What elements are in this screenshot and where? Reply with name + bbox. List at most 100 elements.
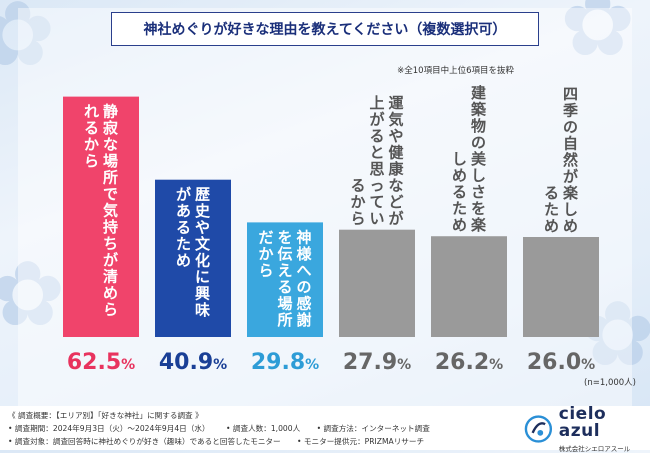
svg-text:ら: ら xyxy=(350,210,365,228)
svg-text:る: る xyxy=(544,184,559,202)
svg-text:思: 思 xyxy=(369,160,384,178)
svg-text:が: が xyxy=(369,111,385,129)
svg-text:が: が xyxy=(388,210,404,228)
svg-text:気: 気 xyxy=(388,111,403,129)
svg-text:し: し xyxy=(452,150,467,168)
svg-text:し: し xyxy=(471,167,486,185)
bar-3 xyxy=(247,222,323,337)
svg-text:康: 康 xyxy=(388,160,404,178)
svg-text:場: 場 xyxy=(103,152,118,170)
survey-overview: 《 調査概要：【エリア別】「好きな神社」に関する調査 》 xyxy=(8,411,203,420)
value-label-3: 29.8% xyxy=(251,350,319,375)
svg-text:静: 静 xyxy=(103,103,118,121)
svg-text:が: が xyxy=(103,251,119,269)
svg-text:い: い xyxy=(369,210,384,228)
svg-text:え: え xyxy=(277,261,292,279)
svg-text:季: 季 xyxy=(563,102,578,120)
svg-text:で: で xyxy=(103,185,118,203)
svg-text:め: め xyxy=(544,217,559,235)
svg-text:た: た xyxy=(452,200,467,218)
svg-text:か: か xyxy=(84,136,99,154)
svg-text:か: か xyxy=(350,193,365,211)
svg-text:神: 神 xyxy=(296,228,311,246)
svg-text:健: 健 xyxy=(388,144,403,162)
company-logo: cielo azul 株式会社シエロアスール xyxy=(524,405,650,453)
maple-leaf-icon: ✿ xyxy=(560,0,636,77)
svg-text:の: の xyxy=(563,118,578,136)
svg-text:自: 自 xyxy=(563,135,578,153)
svg-text:感: 感 xyxy=(296,294,311,312)
bar-chart: 静寂な場所で気持ちが清められるから62.5%歴史や文化に興味があるため40.9%… xyxy=(63,84,599,375)
bar-2 xyxy=(155,179,231,337)
svg-text:味: 味 xyxy=(195,301,210,319)
svg-text:る: る xyxy=(350,177,365,195)
svg-text:を: を xyxy=(277,228,292,246)
svg-text:建: 建 xyxy=(471,84,487,102)
svg-text:め: め xyxy=(452,216,467,234)
svg-text:か: か xyxy=(258,245,273,263)
svg-text:た: た xyxy=(544,201,559,219)
svg-text:に: に xyxy=(195,268,210,286)
bar-5 xyxy=(431,236,507,337)
svg-text:れ: れ xyxy=(84,103,99,121)
svg-text:様: 様 xyxy=(296,245,312,263)
svg-text:へ: へ xyxy=(296,261,311,279)
svg-text:し: し xyxy=(563,201,578,219)
bar-6 xyxy=(523,237,599,337)
survey-target: • 調査対象：調査回答時に神社めぐりが好き（趣味）であると回答したモニター xyxy=(8,437,281,446)
survey-period: • 調査期間：2024年9月3日（火）〜2024年9月4日（水） xyxy=(8,424,210,433)
svg-text:め: め xyxy=(103,284,118,302)
selection-note: ※全10項目中上位6項目を抜粋 xyxy=(397,66,514,76)
svg-text:ち: ち xyxy=(103,235,118,253)
svg-text:の: の xyxy=(296,278,311,296)
svg-text:め: め xyxy=(563,217,578,235)
svg-text:場: 場 xyxy=(277,294,292,312)
svg-text:文: 文 xyxy=(195,235,211,253)
chart-title-box: 神社めぐりが好きな理由を教えてください（複数選択可） xyxy=(111,12,539,46)
svg-text:楽: 楽 xyxy=(471,216,487,234)
svg-text:寂: 寂 xyxy=(103,119,118,137)
survey-method: • 調査方法：インターネット調査 xyxy=(316,424,430,433)
svg-text:ら: ら xyxy=(103,301,118,319)
bar-1 xyxy=(63,96,139,337)
svg-text:さ: さ xyxy=(471,183,486,201)
svg-text:る: る xyxy=(84,119,99,137)
svg-text:や: や xyxy=(388,127,403,145)
svg-text:る: る xyxy=(369,127,384,145)
svg-text:持: 持 xyxy=(103,218,118,236)
value-label-4: 27.9% xyxy=(343,350,411,375)
svg-text:謝: 謝 xyxy=(296,311,311,329)
logo-name: cielo azul xyxy=(558,403,607,441)
svg-text:然: 然 xyxy=(563,151,578,169)
svg-text:運: 運 xyxy=(388,94,404,112)
svg-text:ど: ど xyxy=(388,193,403,211)
maple-leaf-icon: ✿ xyxy=(0,0,56,87)
logo-company: 株式会社シエロアスール xyxy=(558,444,631,453)
survey-provider: • モニター提供元：PRIZMAリサーチ xyxy=(297,437,425,446)
value-label-5: 26.2% xyxy=(435,350,503,375)
svg-text:築: 築 xyxy=(470,101,487,119)
svg-text:史: 史 xyxy=(195,202,211,220)
svg-text:歴: 歴 xyxy=(195,186,210,204)
svg-text:四: 四 xyxy=(563,85,578,103)
svg-text:だ: だ xyxy=(258,228,273,246)
svg-text:め: め xyxy=(452,167,467,185)
svg-text:上: 上 xyxy=(369,94,384,112)
svg-text:た: た xyxy=(176,235,191,253)
svg-text:を: を xyxy=(471,200,486,218)
sample-size: (n=1,000人) xyxy=(584,378,636,388)
svg-text:が: が xyxy=(563,168,579,186)
svg-text:美: 美 xyxy=(471,150,487,168)
svg-text:と: と xyxy=(369,144,384,162)
survey-info-row-2: • 調査対象：調査回答時に神社めぐりが好き（趣味）であると回答したモニター • … xyxy=(8,436,438,447)
svg-text:ら: ら xyxy=(84,152,99,170)
svg-text:化: 化 xyxy=(195,252,210,270)
chart-title: 神社めぐりが好きな理由を教えてください（複数選択可） xyxy=(143,22,507,38)
value-label-6: 26.0% xyxy=(527,350,595,375)
svg-text:る: る xyxy=(176,219,191,237)
bar-4 xyxy=(339,229,415,337)
svg-text:ら: ら xyxy=(258,261,273,279)
svg-text:あ: あ xyxy=(176,202,191,220)
